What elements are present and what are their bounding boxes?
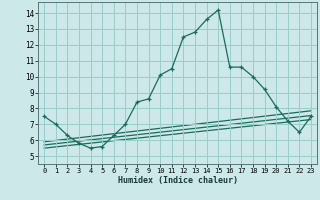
X-axis label: Humidex (Indice chaleur): Humidex (Indice chaleur) xyxy=(118,176,238,185)
